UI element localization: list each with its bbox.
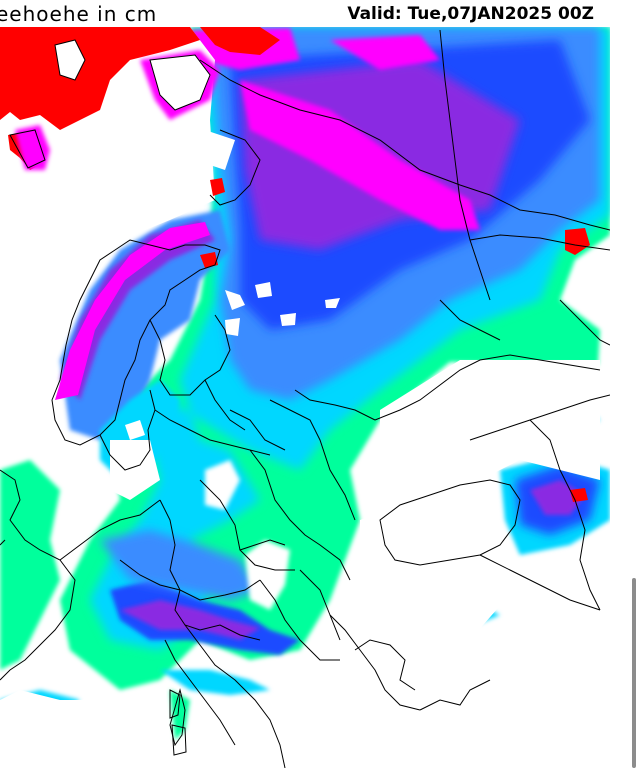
map-header: eehoehe in cm Valid: Tue,07JAN2025 00Z: [0, 0, 610, 27]
vertical-scrollbar[interactable]: [632, 578, 636, 768]
snow-cover-layer: [0, 27, 610, 768]
map-title: eehoehe in cm: [0, 2, 158, 26]
page-margin: [610, 0, 643, 768]
map-svg: [0, 27, 610, 768]
borders-layer: [0, 29, 610, 768]
valid-time-label: Valid: Tue,07JAN2025 00Z: [347, 4, 594, 24]
snow-depth-map: [0, 27, 610, 768]
